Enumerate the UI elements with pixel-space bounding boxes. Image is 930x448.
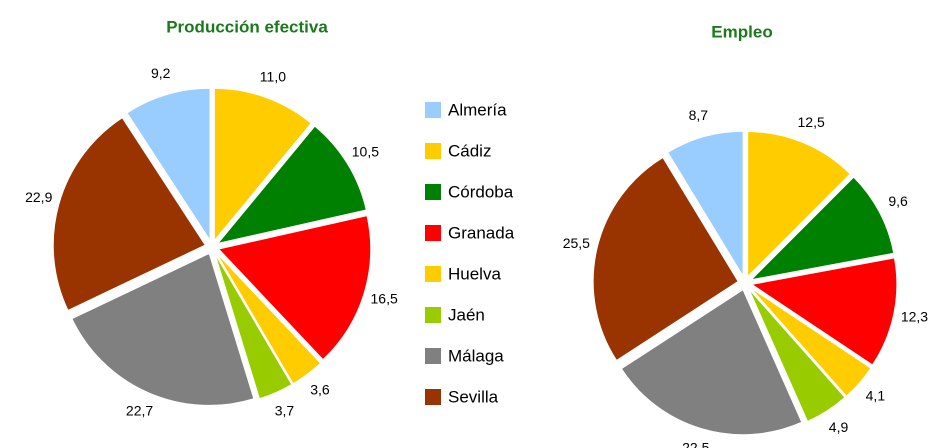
data-label: 10,5 [352, 143, 379, 159]
legend-label: Almería [448, 100, 507, 119]
data-label: 4,9 [829, 419, 849, 435]
data-label: 8,7 [689, 107, 709, 123]
data-label: 25,5 [563, 235, 590, 251]
pie-slice [214, 253, 293, 400]
legend-swatch [425, 389, 441, 405]
legend-label: Granada [448, 223, 515, 242]
legend-label: Cádiz [448, 141, 491, 160]
legend-swatch [425, 102, 441, 118]
legend-swatch [425, 225, 441, 241]
data-label: 22,7 [126, 402, 153, 418]
chart-title: Producción efectiva [166, 17, 328, 36]
chart-title: Empleo [711, 22, 772, 41]
pie-slice [667, 130, 744, 279]
legend-label: Huelva [448, 264, 501, 283]
data-label: 3,7 [275, 402, 295, 418]
pie-slice [217, 215, 372, 361]
pie-slice [126, 87, 211, 242]
data-label: 16,5 [371, 290, 398, 306]
data-label: 9,2 [151, 65, 171, 81]
data-label: 4,1 [866, 387, 886, 403]
legend-swatch [425, 143, 441, 159]
pie-slice [213, 87, 312, 242]
pie-slice [749, 287, 872, 397]
data-label: 12,5 [798, 114, 825, 130]
data-label: 11,0 [260, 68, 286, 84]
legend-label: Sevilla [448, 387, 499, 406]
pie-slice [750, 257, 898, 366]
pie-slice [216, 125, 367, 245]
data-label: 22,5 [682, 440, 709, 448]
legend-label: Málaga [448, 346, 504, 365]
pie-slice [747, 131, 851, 278]
pie-slice [52, 117, 206, 312]
data-label: 9,6 [888, 193, 908, 209]
pie-slice [748, 288, 846, 423]
legend-swatch [425, 348, 441, 364]
pie-slice [215, 252, 322, 385]
pie-slice [749, 176, 895, 281]
legend-swatch [425, 307, 441, 323]
data-label: 3,6 [310, 382, 330, 398]
data-label: 22,9 [25, 189, 52, 205]
pie-slice [620, 288, 803, 436]
legend-label: Córdoba [448, 182, 514, 201]
pie-slice [71, 252, 255, 406]
legend-label: Jaén [448, 305, 485, 324]
legend-swatch [425, 266, 441, 282]
pie-slice [592, 156, 739, 362]
legend-swatch [425, 184, 441, 200]
data-label: 12,3 [901, 308, 928, 324]
